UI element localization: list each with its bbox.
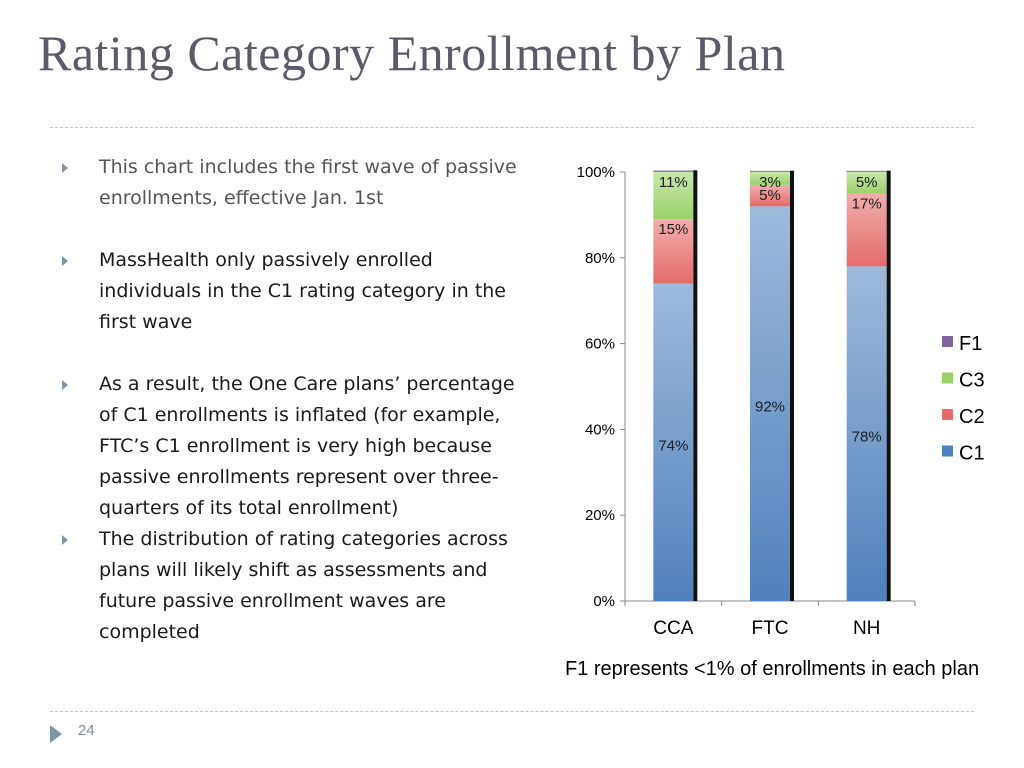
bar-segment-f1-cca [653, 170, 694, 172]
data-label: 15% [658, 221, 688, 238]
y-tick-label: 0% [593, 593, 615, 610]
data-label: 78% [852, 429, 882, 446]
bullet-item: The distribution of rating categories ac… [62, 524, 537, 648]
bullet-text: This chart includes the first wave of pa… [99, 156, 517, 209]
y-tick-label: 60% [585, 336, 615, 353]
data-label: 11% [659, 174, 688, 191]
data-label: 92% [755, 399, 785, 416]
stacked-bar-chart: 0%20%40%60%80%100%74%15%11%CCA92%5%3%FTC… [577, 164, 985, 639]
y-tick-label: 20% [585, 507, 615, 524]
bar-segment-c3-cca [653, 172, 694, 220]
bar-segment-c2-ftc [750, 184, 790, 207]
bullet-arrow-icon [62, 535, 68, 545]
bullet-text: The distribution of rating categories ac… [99, 528, 508, 643]
bullet-text: As a result, the One Care plans’ percent… [99, 373, 515, 519]
data-label: 3% [759, 174, 781, 191]
footer-divider [50, 711, 974, 712]
data-label: 5% [759, 187, 781, 204]
legend-label: C2 [959, 406, 985, 428]
y-tick-label: 80% [585, 250, 615, 267]
bullet-item: MassHealth only passively enrolled indiv… [62, 245, 537, 338]
bullet-item: As a result, the One Care plans’ percent… [62, 369, 537, 524]
x-tick-label: FTC [752, 618, 789, 639]
bar-shadow [886, 170, 891, 601]
bar-segment-c3-ftc [750, 172, 790, 185]
bar-segment-c2-cca [653, 219, 694, 284]
legend-swatch-c3 [942, 372, 953, 384]
page-number: 24 [78, 722, 95, 739]
y-tick-label: 100% [577, 164, 615, 181]
bullet-text: MassHealth only passively enrolled indiv… [99, 249, 506, 333]
y-tick-label: 40% [585, 421, 615, 438]
bar-segment-c2-nh [846, 193, 887, 267]
x-tick-label: NH [853, 618, 880, 639]
x-tick-label: CCA [653, 618, 693, 639]
bar-segment-c1-ftc [750, 206, 790, 601]
legend-swatch-f1 [942, 336, 953, 347]
bullet-arrow-icon [62, 163, 68, 173]
data-label: 17% [852, 195, 882, 212]
bullet-arrow-icon [62, 380, 68, 390]
bar-segment-c1-nh [846, 266, 887, 601]
bar-segment-f1-ftc [750, 170, 790, 172]
bar-segment-c1-cca [653, 283, 694, 601]
title-divider [50, 127, 974, 128]
legend-swatch-c2 [942, 409, 953, 420]
legend-label: F1 [959, 333, 982, 355]
bullet-list: This chart includes the first wave of pa… [62, 152, 537, 648]
bar-segment-c3-nh [846, 172, 887, 194]
data-label: 5% [856, 174, 878, 191]
chart-footnote: F1 represents <1% of enrollments in each… [565, 658, 980, 680]
legend-swatch-c1 [942, 445, 953, 457]
legend-label: C1 [959, 443, 985, 465]
data-label: 74% [658, 437, 688, 454]
bullet-item: This chart includes the first wave of pa… [62, 152, 537, 214]
slide-title: Rating Category Enrollment by Plan [38, 25, 786, 81]
bar-shadow [790, 170, 794, 601]
footer-arrow-icon [50, 725, 62, 743]
bullet-arrow-icon [62, 256, 68, 266]
bar-shadow [693, 170, 698, 601]
legend-label: C3 [959, 370, 985, 392]
bar-segment-f1-nh [846, 170, 887, 172]
